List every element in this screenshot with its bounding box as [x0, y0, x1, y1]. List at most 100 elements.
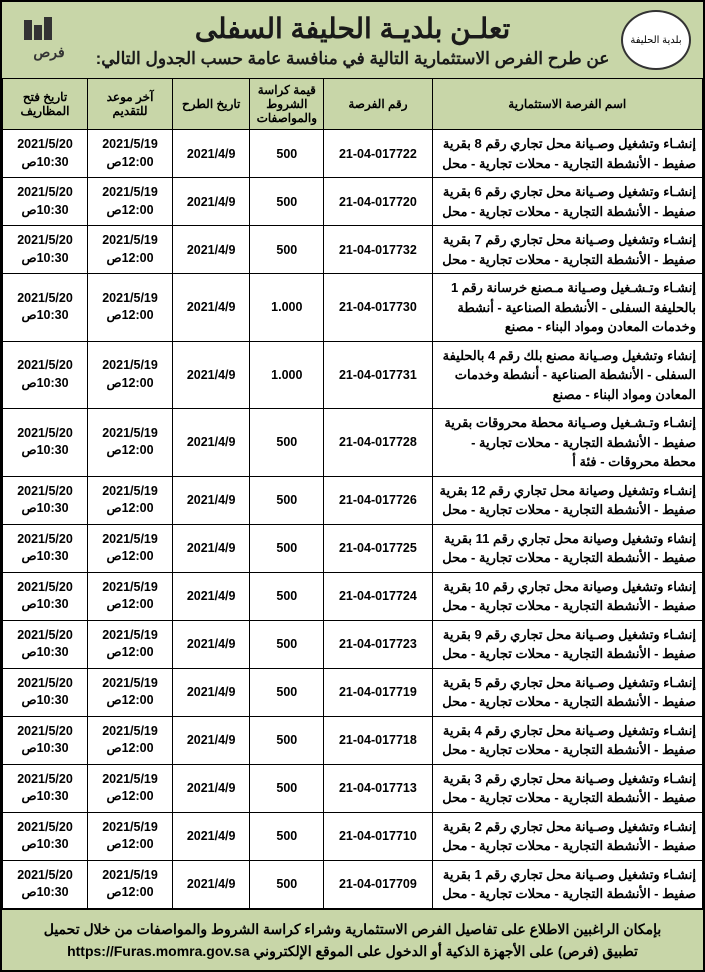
cell-price: 500: [250, 620, 324, 668]
opportunities-table: اسم الفرصة الاستثمارية رقم الفرصة قيمة ك…: [2, 78, 703, 909]
header-block: بلدية الحليفة تعلـن بلديـة الحليفة السفل…: [2, 2, 703, 78]
cell-price: 1.000: [250, 341, 324, 409]
col-header-num: رقم الفرصة: [324, 79, 432, 130]
table-row: إنشاء وتشغيل وصيانة محل تجاري رقم 10 بقر…: [3, 572, 703, 620]
table-row: إنشـاء وتشغيل وصـيانة محل تجاري رقم 2 بق…: [3, 812, 703, 860]
table-row: إنشـاء وتشغيل وصـيانة محل تجاري رقم 4 بق…: [3, 716, 703, 764]
cell-num: 21-04-017722: [324, 130, 432, 178]
cell-open: 2021/5/2010:30ص: [3, 274, 88, 342]
cell-deadline: 2021/5/1912:00ص: [88, 130, 173, 178]
cell-desc: إنشـاء وتشغيل وصـيانة محل تجاري رقم 6 بق…: [432, 178, 702, 226]
cell-num: 21-04-017732: [324, 226, 432, 274]
cell-desc: إنشـاء وتشغيل وصـيانة محل تجاري رقم 7 بق…: [432, 226, 702, 274]
cell-desc: إنشـاء وتشغيل وصـيانة محل تجاري رقم 4 بق…: [432, 716, 702, 764]
cell-desc: إنشـاء وتشغيل وصـيانة محل تجاري رقم 2 بق…: [432, 812, 702, 860]
table-row: إنشـاء وتـشـغيل وصـيانة مـصنع خرسانة رقم…: [3, 274, 703, 342]
cell-desc: إنشـاء وتـشـغيل وصـيانة مـصنع خرسانة رقم…: [432, 274, 702, 342]
footer-url: https://Furas.momra.gov.sa: [67, 940, 250, 962]
cell-desc: إنشـاء وتـشـغيل وصـيانة محطة محروقات بقر…: [432, 409, 702, 477]
cell-num: 21-04-017709: [324, 860, 432, 908]
cell-num: 21-04-017726: [324, 476, 432, 524]
footer-block: بإمكان الراغبين الاطلاع على تفاصيل الفرص…: [2, 909, 703, 971]
cell-deadline: 2021/5/1912:00ص: [88, 716, 173, 764]
cell-deadline: 2021/5/1912:00ص: [88, 274, 173, 342]
cell-num: 21-04-017718: [324, 716, 432, 764]
cell-desc: إنشـاء وتشغيل وصـيانة محل تجاري رقم 3 بق…: [432, 764, 702, 812]
title-block: تعلـن بلديـة الحليفة السفلى عن طرح الفرص…: [84, 12, 621, 69]
document-container: بلدية الحليفة تعلـن بلديـة الحليفة السفل…: [0, 0, 705, 972]
cell-price: 500: [250, 476, 324, 524]
cell-deadline: 2021/5/1912:00ص: [88, 860, 173, 908]
cell-num: 21-04-017713: [324, 764, 432, 812]
cell-date: 2021/4/9: [173, 620, 250, 668]
cell-num: 21-04-017730: [324, 274, 432, 342]
cell-date: 2021/4/9: [173, 764, 250, 812]
cell-desc: إنشاء وتشغيل وصـيانة مصنع بلك رقم 4 بالح…: [432, 341, 702, 409]
table-row: إنشـاء وتـشـغيل وصـيانة محطة محروقات بقر…: [3, 409, 703, 477]
cell-date: 2021/4/9: [173, 130, 250, 178]
cell-num: 21-04-017725: [324, 524, 432, 572]
cell-open: 2021/5/2010:30ص: [3, 572, 88, 620]
cell-date: 2021/4/9: [173, 341, 250, 409]
cell-num: 21-04-017724: [324, 572, 432, 620]
sub-title: عن طرح الفرص الاستثمارية التالية في مناف…: [94, 49, 611, 69]
cell-num: 21-04-017710: [324, 812, 432, 860]
cell-deadline: 2021/5/1912:00ص: [88, 764, 173, 812]
cell-date: 2021/4/9: [173, 524, 250, 572]
cell-deadline: 2021/5/1912:00ص: [88, 524, 173, 572]
col-header-open: تاريخ فتح المظاريف: [3, 79, 88, 130]
cell-price: 500: [250, 668, 324, 716]
cell-date: 2021/4/9: [173, 812, 250, 860]
cell-price: 500: [250, 572, 324, 620]
cell-open: 2021/5/2010:30ص: [3, 341, 88, 409]
cell-open: 2021/5/2010:30ص: [3, 812, 88, 860]
cell-price: 500: [250, 130, 324, 178]
cell-num: 21-04-017720: [324, 178, 432, 226]
cell-deadline: 2021/5/1912:00ص: [88, 620, 173, 668]
cell-desc: إنشـاء وتشغيل وصـيانة محل تجاري رقم 9 بق…: [432, 620, 702, 668]
cell-date: 2021/4/9: [173, 668, 250, 716]
cell-deadline: 2021/5/1912:00ص: [88, 476, 173, 524]
table-row: إنشـاء وتشغيل وصـيانة محل تجاري رقم 6 بق…: [3, 178, 703, 226]
cell-date: 2021/4/9: [173, 178, 250, 226]
cell-open: 2021/5/2010:30ص: [3, 764, 88, 812]
cell-open: 2021/5/2010:30ص: [3, 620, 88, 668]
cell-deadline: 2021/5/1912:00ص: [88, 226, 173, 274]
cell-price: 500: [250, 812, 324, 860]
cell-date: 2021/4/9: [173, 716, 250, 764]
cell-deadline: 2021/5/1912:00ص: [88, 341, 173, 409]
cell-deadline: 2021/5/1912:00ص: [88, 572, 173, 620]
table-row: إنشـاء وتشغيل وصـيانة محل تجاري رقم 9 بق…: [3, 620, 703, 668]
table-row: إنشـاء وتشغيل وصـيانة محل تجاري رقم 3 بق…: [3, 764, 703, 812]
cell-price: 1.000: [250, 274, 324, 342]
table-row: إنشـاء وتشغيل وصيانة محل تجاري رقم 12 بق…: [3, 476, 703, 524]
cell-desc: إنشـاء وتشغيل وصيانة محل تجاري رقم 12 بق…: [432, 476, 702, 524]
cell-open: 2021/5/2010:30ص: [3, 668, 88, 716]
cell-deadline: 2021/5/1912:00ص: [88, 178, 173, 226]
cell-num: 21-04-017728: [324, 409, 432, 477]
cell-price: 500: [250, 764, 324, 812]
cell-desc: إنشـاء وتشغيل وصـيانة محل تجاري رقم 8 بق…: [432, 130, 702, 178]
cell-open: 2021/5/2010:30ص: [3, 409, 88, 477]
svg-text:فرص: فرص: [33, 44, 64, 61]
cell-date: 2021/4/9: [173, 476, 250, 524]
cell-open: 2021/5/2010:30ص: [3, 716, 88, 764]
col-header-date: تاريخ الطرح: [173, 79, 250, 130]
cell-price: 500: [250, 524, 324, 572]
cell-date: 2021/4/9: [173, 572, 250, 620]
cell-price: 500: [250, 178, 324, 226]
table-row: إنشـاء وتشغيل وصـيانة محل تجاري رقم 7 بق…: [3, 226, 703, 274]
cell-num: 21-04-017731: [324, 341, 432, 409]
furas-logo-icon: فرص: [14, 10, 84, 70]
cell-num: 21-04-017723: [324, 620, 432, 668]
cell-desc: إنشاء وتشغيل وصيانة محل تجاري رقم 11 بقر…: [432, 524, 702, 572]
table-body: إنشـاء وتشغيل وصـيانة محل تجاري رقم 8 بق…: [3, 130, 703, 909]
cell-open: 2021/5/2010:30ص: [3, 476, 88, 524]
table-row: إنشـاء وتشغيل وصـيانة محل تجاري رقم 8 بق…: [3, 130, 703, 178]
cell-price: 500: [250, 860, 324, 908]
table-row: إنشاء وتشغيل وصيانة محل تجاري رقم 11 بقر…: [3, 524, 703, 572]
cell-deadline: 2021/5/1912:00ص: [88, 409, 173, 477]
table-row: إنشـاء وتشغيل وصـيانة محل تجاري رقم 1 بق…: [3, 860, 703, 908]
main-title: تعلـن بلديـة الحليفة السفلى: [94, 12, 611, 45]
cell-price: 500: [250, 226, 324, 274]
